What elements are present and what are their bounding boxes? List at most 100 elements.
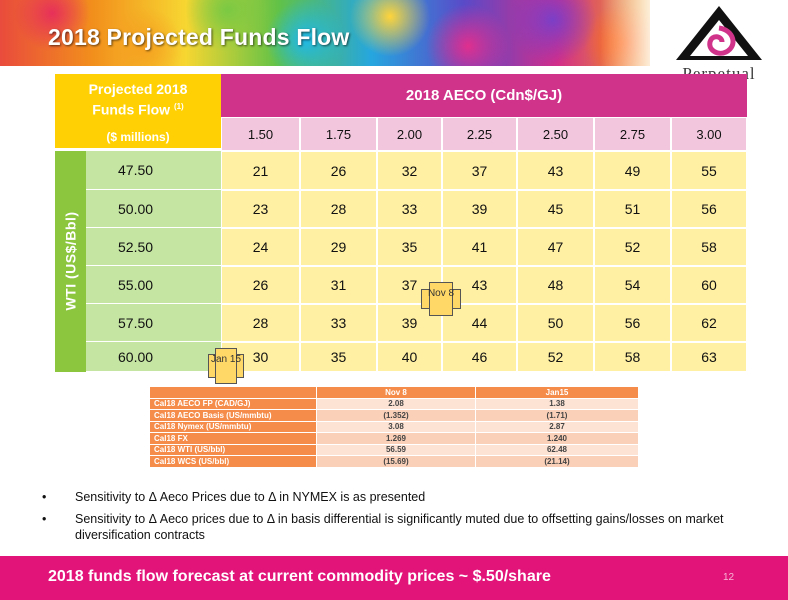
funds-flow-value: 37 bbox=[442, 151, 517, 190]
price-table-row: Cal18 WCS (US/bbl) (15.69) (21.14) bbox=[149, 455, 639, 468]
price-table-label: Cal18 WCS (US/bbl) bbox=[149, 455, 317, 468]
price-table-label: Cal18 FX bbox=[149, 432, 317, 445]
funds-flow-value: 60 bbox=[671, 266, 747, 304]
footer-bar: 2018 funds flow forecast at current comm… bbox=[0, 556, 788, 600]
funds-flow-value: 40 bbox=[377, 342, 442, 372]
wti-row-label: WTI (US$/Bbl) bbox=[62, 211, 79, 311]
footer-text: 2018 funds flow forecast at current comm… bbox=[48, 568, 551, 585]
bullet-item: • Sensitivity to Δ Aeco Prices due to Δ … bbox=[40, 489, 770, 505]
funds-flow-value: 50 bbox=[517, 304, 594, 342]
funds-flow-value: 26 bbox=[221, 266, 300, 304]
wti-price-label: 57.50 bbox=[86, 304, 221, 342]
funds-flow-value: 56 bbox=[671, 190, 747, 228]
price-table-jan-value: (21.14) bbox=[475, 455, 639, 468]
price-table-jan-value: 62.48 bbox=[475, 443, 639, 456]
funds-flow-value: 45 bbox=[517, 190, 594, 228]
funds-flow-value: 55 bbox=[671, 151, 747, 190]
funds-flow-value: 33 bbox=[300, 304, 377, 342]
price-table-nov-value: 3.08 bbox=[316, 420, 476, 433]
grid-corner-units: ($ millions) bbox=[106, 130, 170, 144]
wti-price-label: 60.00 bbox=[86, 342, 221, 372]
bullet-item: • Sensitivity to Δ Aeco prices due to Δ … bbox=[40, 511, 770, 543]
price-table-header-row: Nov 8 Jan15 bbox=[149, 386, 639, 399]
funds-flow-value: 23 bbox=[221, 190, 300, 228]
slide-title: 2018 Projected Funds Flow bbox=[48, 24, 350, 50]
funds-flow-value: 54 bbox=[594, 266, 671, 304]
funds-flow-value: 62 bbox=[671, 304, 747, 342]
bullet-dot: • bbox=[42, 490, 47, 504]
price-table-nov-value: 56.59 bbox=[316, 443, 476, 456]
funds-flow-value: 31 bbox=[300, 266, 377, 304]
price-table-jan-value: (1.71) bbox=[475, 409, 639, 422]
price-table-label: Cal18 WTI (US/bbl) bbox=[149, 443, 317, 456]
price-table-label: Cal18 Nymex (US/mmbtu) bbox=[149, 420, 317, 433]
funds-flow-value: 58 bbox=[671, 228, 747, 266]
funds-flow-value: 35 bbox=[377, 228, 442, 266]
price-table-jan-value: 1.240 bbox=[475, 432, 639, 445]
jan-15-marker: Jan 15 bbox=[208, 348, 244, 384]
page-number: 12 bbox=[723, 572, 735, 583]
funds-flow-value: 43 bbox=[517, 151, 594, 190]
aeco-column-header: 2018 AECO (Cdn$/GJ) bbox=[221, 74, 747, 117]
price-table-nov-value: 1.269 bbox=[316, 432, 476, 445]
price-table-label: Cal18 AECO FP (CAD/GJ) bbox=[149, 397, 317, 410]
funds-flow-value: 41 bbox=[442, 228, 517, 266]
corner-line2: Funds Flow bbox=[92, 101, 171, 118]
funds-flow-value: 49 bbox=[594, 151, 671, 190]
aeco-price-header: 1.50 bbox=[221, 117, 300, 151]
price-table-nov-value: (15.69) bbox=[316, 455, 476, 468]
nov-8-marker: Nov 8 bbox=[421, 282, 461, 316]
bullet-text: Sensitivity to Δ Aeco prices due to Δ in… bbox=[75, 512, 724, 542]
aeco-price-header: 2.25 bbox=[442, 117, 517, 151]
funds-flow-value: 24 bbox=[221, 228, 300, 266]
aeco-price-header: 3.00 bbox=[671, 117, 747, 151]
bullet-list: • Sensitivity to Δ Aeco Prices due to Δ … bbox=[40, 489, 770, 549]
price-assumptions-table: Nov 8 Jan15 Cal18 AECO FP (CAD/GJ) 2.08 … bbox=[149, 386, 639, 468]
price-table-header-blank bbox=[149, 386, 317, 399]
price-table-label: Cal18 AECO Basis (US/mmbtu) bbox=[149, 409, 317, 422]
funds-flow-value: 33 bbox=[377, 190, 442, 228]
funds-flow-value: 35 bbox=[300, 342, 377, 372]
funds-flow-value: 21 bbox=[221, 151, 300, 190]
funds-flow-value: 47 bbox=[517, 228, 594, 266]
price-table-jan-value: 1.38 bbox=[475, 397, 639, 410]
wti-price-label: 52.50 bbox=[86, 228, 221, 266]
funds-flow-value: 44 bbox=[442, 304, 517, 342]
triangle-logo-icon bbox=[676, 6, 762, 60]
grid-corner-header bbox=[55, 74, 221, 148]
funds-flow-value: 28 bbox=[221, 304, 300, 342]
wti-price-label: 47.50 bbox=[86, 151, 221, 190]
aeco-price-header: 1.75 bbox=[300, 117, 377, 151]
funds-flow-value: 63 bbox=[671, 342, 747, 372]
wti-price-label: 50.00 bbox=[86, 190, 221, 228]
aeco-price-header: 2.75 bbox=[594, 117, 671, 151]
price-table-row: Cal18 WTI (US/bbl) 56.59 62.48 bbox=[149, 443, 639, 456]
price-table-nov-value: 2.08 bbox=[316, 397, 476, 410]
title-banner bbox=[0, 0, 650, 66]
funds-flow-value: 28 bbox=[300, 190, 377, 228]
jan-marker-label: Jan 15 bbox=[210, 354, 242, 365]
funds-flow-value: 39 bbox=[442, 190, 517, 228]
aeco-price-header: 2.50 bbox=[517, 117, 594, 151]
wti-row-header: WTI (US$/Bbl) bbox=[55, 151, 86, 372]
price-table-header-nov: Nov 8 bbox=[316, 386, 476, 399]
bullet-text: Sensitivity to Δ Aeco Prices due to Δ in… bbox=[75, 490, 426, 504]
funds-flow-value: 48 bbox=[517, 266, 594, 304]
corner-footnote: (1) bbox=[173, 102, 184, 111]
funds-flow-value: 26 bbox=[300, 151, 377, 190]
funds-flow-value: 32 bbox=[377, 151, 442, 190]
funds-flow-value: 52 bbox=[517, 342, 594, 372]
aeco-price-header: 2.00 bbox=[377, 117, 442, 151]
price-table-row: Cal18 FX 1.269 1.240 bbox=[149, 432, 639, 445]
funds-flow-value: 58 bbox=[594, 342, 671, 372]
funds-flow-value: 29 bbox=[300, 228, 377, 266]
price-table-header-jan: Jan15 bbox=[475, 386, 639, 399]
funds-flow-value: 46 bbox=[442, 342, 517, 372]
funds-flow-value: 51 bbox=[594, 190, 671, 228]
price-table-row: Cal18 AECO FP (CAD/GJ) 2.08 1.38 bbox=[149, 397, 639, 410]
price-table-jan-value: 2.87 bbox=[475, 420, 639, 433]
nov-marker-label: Nov 8 bbox=[427, 288, 455, 299]
bullet-dot: • bbox=[42, 512, 47, 526]
grid-corner-title: Projected 2018 Funds Flow (1) bbox=[55, 80, 221, 119]
corner-line1: Projected 2018 bbox=[88, 81, 188, 97]
